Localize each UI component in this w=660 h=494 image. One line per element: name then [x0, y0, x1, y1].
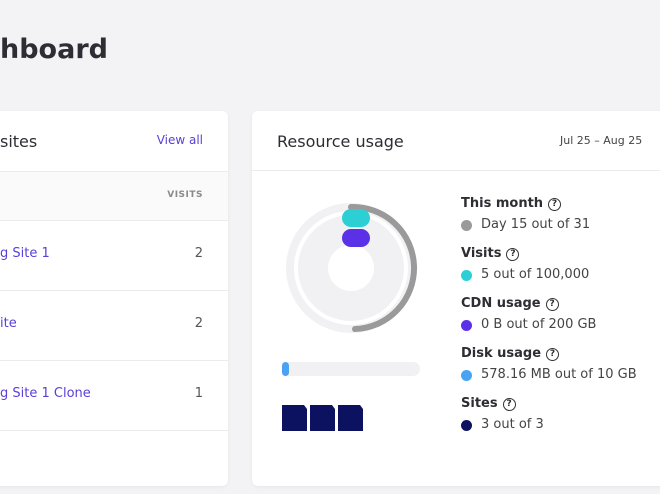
view-all-link[interactable]: View all — [156, 133, 203, 147]
site-icon — [338, 405, 363, 431]
label-text: Visits — [461, 246, 502, 261]
sites-card: sites View all VISITS g Site 1 2 ite 2 g Sit… — [0, 111, 228, 486]
help-icon[interactable]: ? — [546, 348, 560, 361]
visits-count: 2 — [194, 246, 203, 261]
help-icon[interactable]: ? — [506, 248, 520, 261]
column-label: VISITS — [167, 190, 203, 200]
help-icon[interactable]: ? — [545, 298, 559, 311]
table-row: g Site 1 Clone 1 — [0, 360, 228, 431]
page-title: hboard — [0, 34, 108, 65]
date-range: Jul 25 – Aug 25 — [560, 134, 643, 147]
usage-label: This month? — [461, 196, 562, 211]
help-icon[interactable]: ? — [548, 198, 562, 211]
usage-value: Day 15 out of 31 — [481, 217, 591, 232]
label-text: This month — [461, 196, 544, 211]
visits-count: 2 — [194, 316, 203, 331]
cdn-dot — [342, 229, 370, 247]
usage-label: Visits? — [461, 246, 520, 261]
divider — [252, 170, 660, 171]
usage-value: 578.16 MB out of 10 GB — [481, 367, 637, 382]
disk-bar — [282, 362, 289, 376]
site-name[interactable]: g Site 1 Clone — [0, 386, 91, 401]
usage-value: 3 out of 3 — [481, 417, 544, 432]
legend-dot — [461, 220, 472, 231]
label-text: Disk usage — [461, 346, 542, 361]
site-icon — [282, 405, 307, 431]
usage-value: 0 B out of 200 GB — [481, 317, 597, 332]
visits-dot — [342, 209, 370, 227]
usage-label: Sites? — [461, 396, 516, 411]
legend-dot — [461, 370, 472, 381]
card-title: Resource usage — [277, 132, 404, 151]
disk-bar-track — [282, 362, 420, 376]
usage-label: CDN usage? — [461, 296, 559, 311]
label-text: Sites — [461, 396, 498, 411]
usage-value: 5 out of 100,000 — [481, 267, 590, 282]
legend-dot — [461, 320, 472, 331]
site-name[interactable]: ite — [0, 316, 17, 331]
legend-dot — [461, 420, 472, 431]
month-arc — [348, 203, 417, 332]
label-text: CDN usage — [461, 296, 541, 311]
help-icon[interactable]: ? — [502, 398, 516, 411]
site-icon — [310, 405, 335, 431]
table-row: g Site 1 2 — [0, 220, 228, 291]
site-name[interactable]: g Site 1 — [0, 246, 50, 261]
usage-label: Disk usage? — [461, 346, 560, 361]
usage-graphics — [282, 203, 420, 431]
table-row: ite 2 — [0, 290, 228, 361]
table-header: VISITS — [0, 171, 228, 221]
card-title: sites — [0, 132, 38, 151]
legend-dot — [461, 270, 472, 281]
visits-count: 1 — [194, 386, 203, 401]
